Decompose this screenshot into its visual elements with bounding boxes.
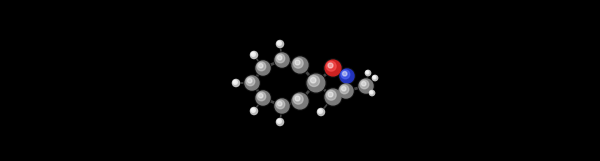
Circle shape [369, 90, 375, 96]
Circle shape [277, 41, 281, 45]
Circle shape [245, 76, 259, 90]
Circle shape [232, 80, 239, 86]
Circle shape [339, 68, 355, 84]
Circle shape [343, 71, 347, 76]
Circle shape [250, 107, 258, 115]
Circle shape [250, 108, 257, 114]
Circle shape [328, 92, 333, 97]
Circle shape [278, 102, 282, 106]
Circle shape [233, 80, 238, 84]
Circle shape [292, 93, 308, 109]
Circle shape [340, 69, 354, 83]
Circle shape [373, 76, 375, 78]
Circle shape [275, 99, 289, 113]
Circle shape [373, 76, 376, 79]
Circle shape [256, 91, 270, 105]
Circle shape [324, 59, 342, 77]
Circle shape [372, 75, 378, 81]
Circle shape [308, 76, 320, 86]
Circle shape [362, 81, 366, 86]
Circle shape [256, 61, 270, 75]
Circle shape [259, 64, 263, 68]
Circle shape [252, 109, 254, 111]
Circle shape [325, 60, 341, 76]
Circle shape [367, 71, 368, 73]
Circle shape [366, 71, 369, 74]
Circle shape [341, 70, 350, 79]
Circle shape [232, 79, 240, 87]
Circle shape [277, 40, 284, 47]
Circle shape [252, 53, 254, 55]
Circle shape [274, 98, 290, 114]
Circle shape [293, 94, 303, 104]
Circle shape [278, 56, 282, 60]
Circle shape [293, 58, 303, 68]
Circle shape [276, 118, 284, 126]
Circle shape [365, 70, 371, 76]
Circle shape [310, 77, 316, 83]
Circle shape [326, 61, 336, 71]
Circle shape [328, 63, 333, 68]
Circle shape [306, 73, 326, 93]
Circle shape [248, 79, 252, 83]
Circle shape [370, 90, 374, 96]
Circle shape [277, 119, 281, 123]
Circle shape [277, 118, 284, 126]
Circle shape [278, 42, 280, 44]
Circle shape [326, 90, 336, 100]
Circle shape [339, 84, 353, 98]
Circle shape [295, 96, 300, 101]
Circle shape [358, 78, 374, 94]
Circle shape [250, 51, 258, 59]
Circle shape [250, 52, 257, 58]
Circle shape [370, 91, 373, 94]
Circle shape [317, 108, 325, 116]
Circle shape [278, 120, 280, 122]
Circle shape [246, 77, 255, 86]
Circle shape [317, 109, 325, 116]
Circle shape [341, 86, 346, 91]
Circle shape [244, 75, 260, 91]
Circle shape [291, 92, 309, 110]
Circle shape [307, 74, 325, 92]
Circle shape [324, 88, 342, 106]
Circle shape [255, 60, 271, 76]
Circle shape [276, 54, 285, 63]
Circle shape [257, 62, 266, 71]
Circle shape [360, 80, 369, 89]
Circle shape [255, 90, 271, 106]
Circle shape [251, 108, 256, 112]
Circle shape [373, 75, 377, 81]
Circle shape [234, 81, 236, 83]
Circle shape [359, 79, 373, 93]
Circle shape [275, 53, 289, 67]
Circle shape [259, 94, 263, 98]
Circle shape [370, 91, 372, 93]
Circle shape [365, 70, 371, 76]
Circle shape [318, 109, 322, 113]
Circle shape [338, 83, 354, 99]
Circle shape [340, 85, 349, 94]
Circle shape [274, 52, 290, 68]
Circle shape [291, 56, 309, 74]
Circle shape [325, 89, 341, 105]
Circle shape [295, 60, 300, 65]
Circle shape [276, 100, 285, 109]
Circle shape [257, 92, 266, 101]
Circle shape [251, 52, 256, 56]
Circle shape [292, 57, 308, 73]
Circle shape [319, 110, 321, 112]
Circle shape [276, 40, 284, 48]
